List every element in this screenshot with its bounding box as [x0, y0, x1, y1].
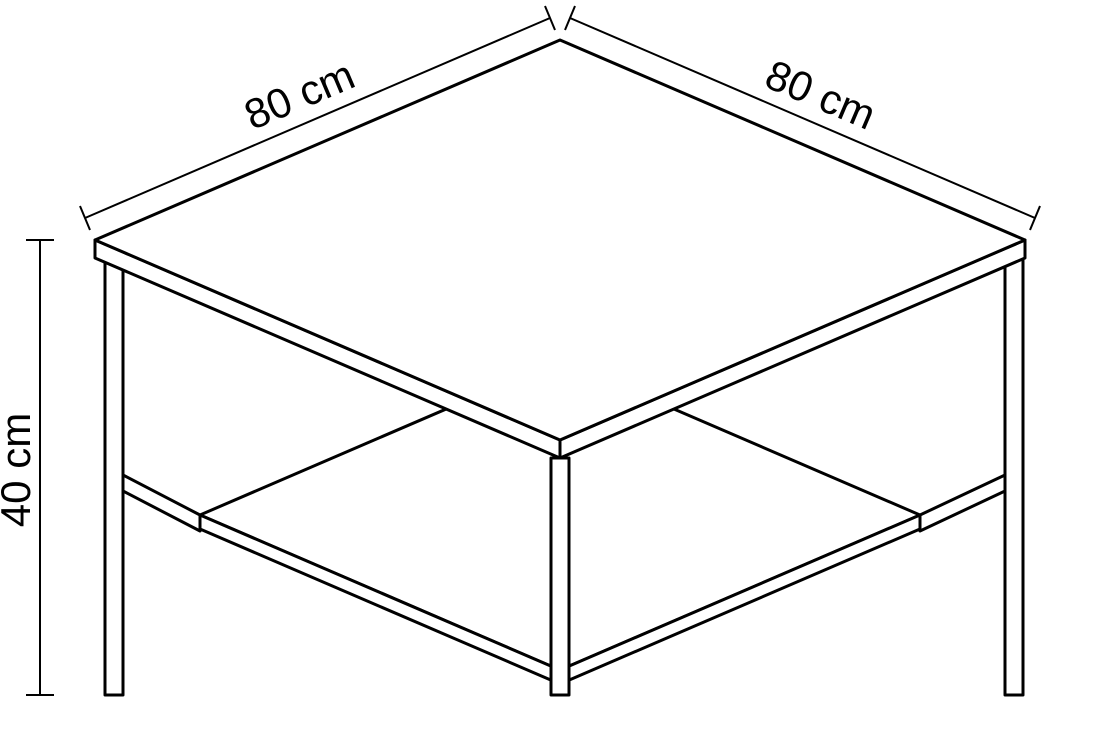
leg-right [1005, 258, 1023, 695]
table-top [95, 40, 1025, 458]
leg-left [105, 258, 123, 695]
table-dimension-diagram: 80 cm 80 cm 40 cm [0, 0, 1117, 750]
dim-height: 40 cm [0, 240, 54, 695]
dim-height-label: 40 cm [0, 413, 39, 527]
table-drawing [95, 40, 1025, 695]
leg-front [551, 458, 569, 695]
